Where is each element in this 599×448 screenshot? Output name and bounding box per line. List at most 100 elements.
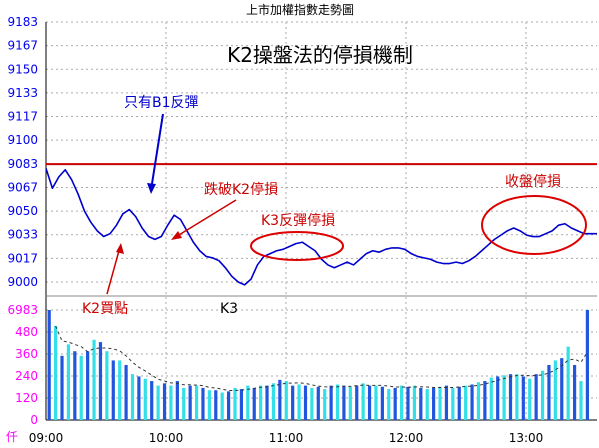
price-series-group (45, 168, 597, 286)
annotation-b1-arrowhead (147, 183, 156, 194)
volume-bar (579, 381, 583, 420)
volume-bar (105, 351, 109, 420)
volume-bar (214, 390, 218, 420)
volume-bar (329, 385, 333, 420)
volume-bar (419, 387, 423, 420)
volume-bar (150, 381, 154, 420)
price-tick-label: 9017 (7, 251, 38, 265)
volume-bar (60, 355, 64, 420)
volume-bar (553, 360, 557, 420)
close-stop-circle (481, 195, 587, 255)
time-tick-label: 11:00 (269, 431, 304, 445)
volume-bar (393, 387, 397, 420)
volume-bar (406, 386, 410, 420)
volume-bar (412, 385, 417, 420)
price-tick-label: 9000 (7, 275, 38, 289)
volume-bar (182, 387, 186, 420)
volume-bar (226, 391, 231, 420)
volume-bar (361, 383, 365, 420)
price-tick-label: 9167 (7, 39, 38, 53)
volume-bar (124, 365, 128, 420)
annotation-k2-buy-arrow (106, 246, 121, 295)
price-tick-label: 9117 (7, 110, 38, 124)
price-tick-label: 9133 (7, 86, 38, 100)
volume-bar (252, 387, 256, 420)
volume-bar (201, 387, 205, 420)
volume-bar (508, 374, 513, 420)
volume-bar (54, 326, 58, 420)
volume-bar (118, 360, 122, 420)
volume-bar (233, 387, 237, 420)
time-tick-label: 12:00 (389, 431, 424, 445)
k3-rebound-circle (250, 231, 344, 261)
volume-bar (534, 374, 538, 420)
volume-bar (444, 385, 449, 420)
volume-bar (323, 389, 327, 420)
volume-bar (303, 385, 308, 420)
volume-bar (291, 385, 295, 420)
page-title: 上市加權指數走勢圖 (246, 2, 354, 17)
price-tick-label: 9150 (7, 62, 38, 76)
volume-bar (399, 385, 404, 420)
volume-bar (489, 377, 493, 420)
volume-bar (547, 365, 551, 420)
volume-axis-ticks: 6983 480 360 240 120 0仟 (6, 303, 38, 444)
time-tick-label: 09:00 (29, 431, 64, 445)
price-tick-label: 9033 (7, 228, 38, 242)
volume-bar (79, 355, 83, 420)
volume-bar (162, 383, 167, 420)
annotation-b1-rebound: 只有B1反彈 (124, 95, 199, 111)
annotation-close-stop: 收盤停損 (505, 173, 561, 190)
volume-bar (335, 384, 340, 420)
volume-bar (560, 358, 564, 420)
volume-bar (265, 385, 269, 420)
volume-bar (220, 392, 224, 420)
volume-bar (194, 385, 199, 420)
volume-bar (367, 385, 372, 420)
volume-bar (374, 385, 378, 420)
volume-bar (156, 385, 160, 420)
volume-bar (207, 390, 211, 420)
volume-bar (521, 376, 525, 420)
volume-bar (355, 385, 359, 420)
volume-bar (271, 383, 276, 420)
volume-bar (566, 346, 570, 420)
volume-bar (438, 386, 442, 420)
volume-bar (73, 351, 77, 420)
annotation-b1-arrow (150, 113, 164, 191)
annotation-k2-buy: K2買點 (82, 301, 128, 317)
price-tick-label: 9067 (7, 180, 38, 194)
price-line (45, 168, 597, 286)
volume-bar (483, 381, 487, 420)
volume-bar (476, 382, 481, 420)
volume-bar (342, 385, 346, 420)
volume-bar (239, 389, 244, 420)
volume-bar (515, 374, 519, 420)
volume-bar (130, 374, 135, 420)
chart-title: K2操盤法的停損機制 (227, 43, 413, 67)
volume-bar (496, 376, 500, 420)
annotation-group: 只有B1反彈 跌破K2停損 K3反彈停損 收盤停損 K2買點 K3 (82, 95, 587, 317)
price-tick-label: 9100 (7, 133, 38, 147)
volume-bar (143, 378, 147, 420)
volume-tick-label: 6983 (7, 303, 38, 317)
time-axis-ticks: 09:00 10:00 11:00 12:00 13:00 (29, 431, 544, 445)
volume-bar (310, 387, 314, 420)
annotation-break-k2-arrowhead (171, 231, 182, 240)
volume-bar (137, 376, 141, 420)
annotation-k3: K3 (220, 301, 238, 317)
volume-bar (47, 310, 51, 420)
annotation-break-k2: 跌破K2停損 (204, 181, 278, 198)
volume-bar (284, 381, 288, 420)
volume-bar (464, 385, 468, 420)
volume-bar (259, 385, 263, 420)
volume-bar (175, 381, 179, 420)
volume-bar (387, 389, 391, 420)
price-tick-label: 9083 (7, 157, 38, 171)
price-axis-ticks: 9183 9167 9150 9133 9117 9100 9083 9067 9050 9033… (7, 15, 38, 289)
volume-bar (98, 342, 103, 420)
volume-bar (585, 310, 589, 420)
volume-bar (86, 351, 90, 420)
